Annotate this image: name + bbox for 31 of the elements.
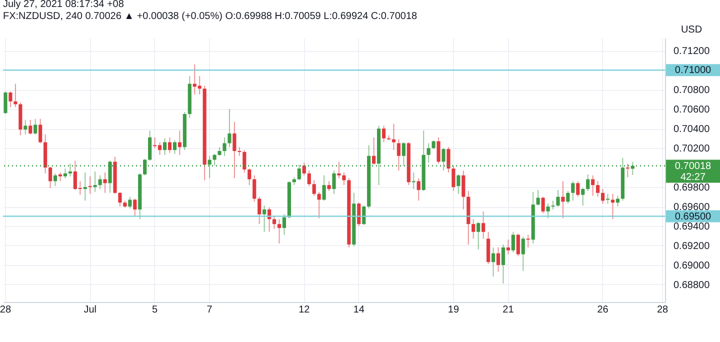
chart-subtitle: FX:NZDUSD, 240 0.70026 ▲ +0.00038 (+0.05%) O:0.69988 H:0.70059 L:0.69924 C:0.70018 [3, 11, 418, 22]
ref-line-label: 0.71000 [674, 65, 712, 76]
x-tick-label: 5 [152, 304, 158, 316]
y-tick-label: 0.68800 [674, 280, 710, 291]
y-tick-label: 0.70200 [674, 144, 710, 155]
candlestick [297, 164, 301, 181]
x-tick-label: 14 [353, 304, 365, 316]
y-tick-label: 0.70800 [674, 85, 710, 96]
x-tick-label: 28 [0, 304, 12, 316]
y-tick-label: 0.70400 [674, 124, 710, 136]
y-tick-label: 0.70600 [674, 104, 710, 116]
x-tick-label: 12 [298, 304, 310, 316]
y-tick-label: 0.69400 [674, 222, 710, 233]
ref-line-label: 0.69500 [674, 211, 712, 222]
x-tick-label: Jul [84, 304, 97, 316]
y-tick-label: 0.69600 [674, 202, 710, 214]
y-tick-label: 0.69800 [674, 182, 710, 194]
y-axis-title: USD [680, 24, 702, 36]
x-tick-label: 21 [502, 304, 514, 316]
candlestick [551, 200, 555, 210]
y-tick-label: 0.69000 [674, 260, 710, 272]
x-tick-label: 28 [656, 304, 669, 316]
candlestick [238, 146, 242, 156]
x-tick-label: 19 [448, 304, 460, 316]
x-tick-label: 26 [597, 304, 609, 316]
x-tick-label: 7 [206, 304, 213, 316]
chart-title: July 27, 2021 08:17:34 +08 [3, 0, 124, 10]
y-tick-label: 0.69200 [674, 241, 710, 252]
ref-line-label: 0.70018 [674, 160, 712, 172]
text: 42:27 [680, 172, 706, 183]
y-tick-label: 0.71200 [674, 46, 710, 58]
